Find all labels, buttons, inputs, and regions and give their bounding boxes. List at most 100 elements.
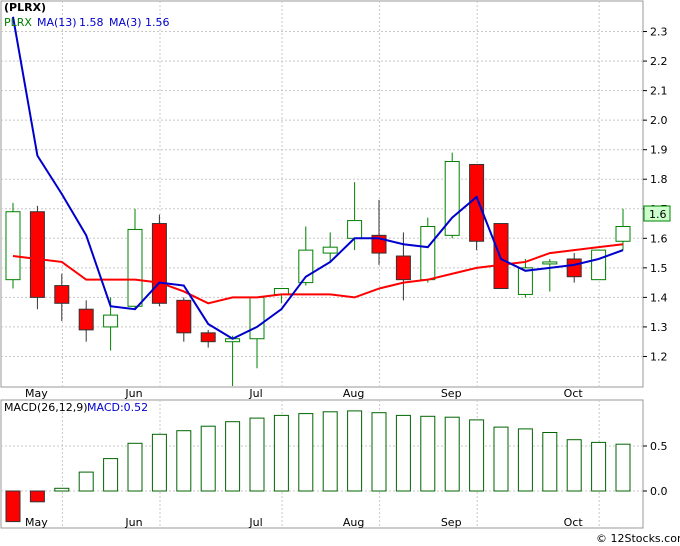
macd-bar — [371, 412, 387, 492]
price-x-tick-label: May — [25, 387, 48, 400]
macd-bar — [225, 421, 241, 492]
legend-ma-slow-value: 1.58 — [79, 16, 104, 29]
candle-down — [151, 214, 167, 307]
moving-averages — [12, 16, 624, 340]
macd-bar — [127, 442, 143, 492]
ma-slow-line — [12, 243, 624, 305]
price-y-tick-label: 1.9 — [650, 144, 668, 157]
candle-up — [420, 217, 436, 283]
legend-ma-slow-label: MA(13) — [37, 16, 77, 29]
price-panel — [0, 0, 644, 388]
candle-body — [493, 223, 509, 290]
candle-up — [127, 208, 143, 310]
macd-bar — [103, 458, 119, 492]
macd-x-tick-label: Aug — [343, 516, 364, 529]
macd-bar-negative — [5, 490, 21, 523]
candle-body — [347, 220, 363, 239]
macd-bar — [542, 432, 558, 492]
candle-body — [591, 249, 607, 281]
price-x-tick-label: Jul — [248, 387, 262, 400]
candle-down — [200, 329, 216, 348]
price-y-tick-label: 2.2 — [650, 55, 668, 68]
price-x-tick-label: Jun — [124, 387, 142, 400]
macd-bar — [566, 439, 582, 492]
price-tag: 1.6 — [643, 205, 671, 222]
candle-body — [469, 163, 485, 242]
candles — [5, 152, 631, 386]
candle-body — [249, 296, 265, 340]
candle-up — [542, 258, 558, 292]
candle-body — [78, 308, 94, 331]
price-x-axis: May Jun Jul Aug Sep Oct — [25, 387, 583, 400]
macd-bar — [420, 415, 436, 492]
macd-x-tick-label: Oct — [564, 516, 584, 529]
candle-up — [591, 249, 607, 281]
macd-x-tick-label: Jul — [248, 516, 262, 529]
macd-bar — [249, 417, 265, 492]
price-y-axis: 1.21.31.41.51.61.71.81.92.02.12.22.3 — [643, 26, 668, 363]
macd-x-tick-label: May — [25, 516, 48, 529]
ma-fast-line — [12, 16, 624, 340]
macd-bar — [615, 443, 631, 492]
price-tag-value: 1.6 — [649, 208, 667, 221]
candle-body — [5, 211, 21, 281]
macd-x-axis: May Jun Jul Aug Sep Oct — [25, 516, 583, 529]
legend-ma-fast-label: MA(3) — [109, 16, 142, 29]
candle-body — [127, 228, 143, 307]
candle-body — [29, 211, 45, 298]
price-y-tick-label: 2.1 — [650, 85, 668, 98]
price-tag-box — [643, 205, 671, 222]
legend-symbol: PLRX — [4, 16, 32, 29]
macd-bar — [54, 487, 70, 492]
price-y-tick-label: 2.0 — [650, 114, 668, 127]
candle-body — [54, 285, 70, 304]
macd-bar — [444, 416, 460, 492]
candle-body — [444, 161, 460, 236]
candle-down — [176, 297, 192, 342]
candle-body — [151, 223, 167, 304]
candle-body — [517, 267, 533, 295]
macd-label: MACD(26,12,9) — [4, 401, 88, 414]
macd-y-tick-label: 0.0 — [650, 485, 668, 498]
copyright-credit: © 12Stocks.com — [596, 532, 680, 545]
macd-bar — [469, 419, 485, 492]
price-y-tick-label: 1.4 — [650, 291, 668, 304]
macd-y-tick-label: 0.5 — [650, 440, 668, 453]
candle-up — [517, 258, 533, 298]
macd-bar — [298, 413, 314, 492]
macd-x-tick-label: Jun — [124, 516, 142, 529]
price-y-tick-label: 1.6 — [650, 232, 668, 245]
macd-bar — [78, 471, 94, 492]
candle-down — [493, 223, 509, 290]
macd-bar — [151, 433, 167, 492]
price-y-tick-label: 1.3 — [650, 321, 668, 334]
price-y-tick-label: 1.8 — [650, 173, 668, 186]
candle-body — [103, 314, 119, 328]
macd-bar — [347, 410, 363, 492]
candle-down — [78, 300, 94, 342]
candle-up — [5, 202, 21, 289]
macd-bar — [176, 430, 192, 492]
candle-up — [615, 208, 631, 251]
candle-body — [420, 225, 436, 281]
macd-bar — [200, 425, 216, 492]
macd-bar — [322, 411, 338, 492]
price-y-tick-label: 2.3 — [650, 26, 668, 39]
candle-body — [176, 299, 192, 334]
candle-body — [566, 258, 582, 278]
price-x-tick-label: Oct — [564, 387, 584, 400]
macd-bar — [273, 414, 289, 492]
macd-value-label: MACD:0.52 — [87, 401, 148, 414]
macd-bar — [591, 441, 607, 492]
candle-body — [615, 225, 631, 242]
macd-bar-negative — [29, 490, 45, 503]
price-y-tick-label: 1.5 — [650, 262, 668, 275]
candle-body — [200, 332, 216, 343]
price-x-tick-label: Aug — [343, 387, 364, 400]
legend-ma-fast-value: 1.56 — [145, 16, 170, 29]
candle-up — [322, 232, 338, 262]
candle-body — [322, 246, 338, 254]
candle-up — [444, 152, 460, 239]
candle-down — [54, 273, 70, 322]
